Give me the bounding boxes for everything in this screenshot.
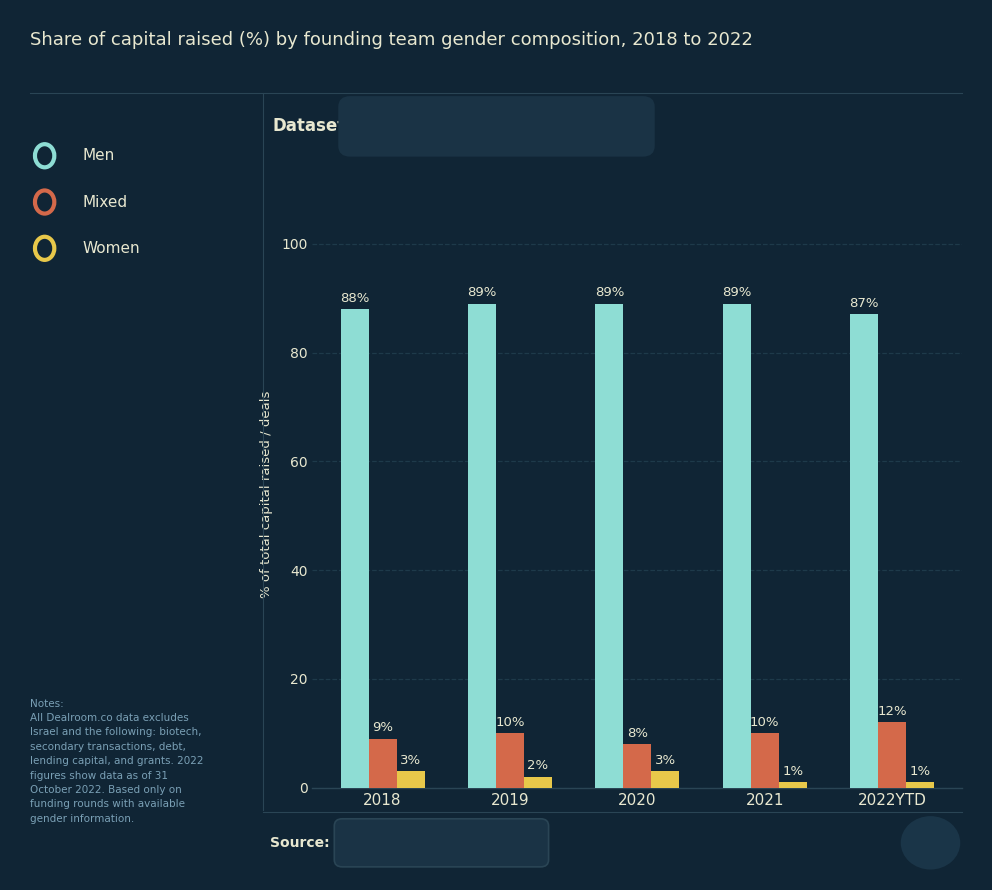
Text: Mixed: Mixed	[82, 195, 127, 209]
Text: 2%: 2%	[528, 759, 549, 773]
Text: Dataset: Dataset	[273, 117, 346, 135]
Bar	[340, 309, 369, 788]
Bar	[723, 303, 751, 788]
Text: 89%: 89%	[467, 287, 497, 299]
Text: 10%: 10%	[495, 716, 525, 729]
Text: Source:: Source:	[270, 836, 329, 850]
Bar	[906, 782, 934, 788]
Text: 3%: 3%	[655, 754, 676, 767]
Text: 89%: 89%	[722, 287, 751, 299]
Text: 10%: 10%	[750, 716, 780, 729]
Text: Women: Women	[82, 241, 140, 255]
Bar	[397, 772, 425, 788]
Bar	[779, 782, 806, 788]
Bar	[496, 733, 524, 788]
Bar	[468, 303, 496, 788]
Bar	[652, 772, 680, 788]
Bar	[751, 733, 779, 788]
Text: 8%: 8%	[627, 727, 648, 740]
Text: dealroom.co: dealroom.co	[372, 836, 458, 850]
Text: Share of capital raised (%)  ⌄: Share of capital raised (%) ⌄	[365, 119, 581, 134]
Text: 1%: 1%	[910, 765, 930, 778]
Text: ▐: ▐	[352, 833, 367, 853]
Text: 12%: 12%	[877, 705, 907, 718]
Text: 9%: 9%	[372, 722, 393, 734]
Text: 89%: 89%	[594, 287, 624, 299]
Bar	[369, 739, 397, 788]
Text: ↓: ↓	[923, 836, 938, 855]
Bar	[595, 303, 623, 788]
Bar	[878, 723, 906, 788]
Bar	[524, 777, 552, 788]
Text: 3%: 3%	[400, 754, 422, 767]
Text: Notes:
All Dealroom.co data excludes
Israel and the following: biotech,
secondar: Notes: All Dealroom.co data excludes Isr…	[30, 699, 203, 824]
Text: 88%: 88%	[340, 292, 369, 304]
Text: 87%: 87%	[849, 297, 879, 310]
Text: Share of capital raised (%) by founding team gender composition, 2018 to 2022: Share of capital raised (%) by founding …	[30, 31, 753, 49]
Y-axis label: % of total capital raised / deals: % of total capital raised / deals	[260, 390, 273, 598]
Text: 1%: 1%	[783, 765, 804, 778]
Bar	[850, 314, 878, 788]
Bar	[623, 744, 652, 788]
Text: Men: Men	[82, 149, 115, 163]
